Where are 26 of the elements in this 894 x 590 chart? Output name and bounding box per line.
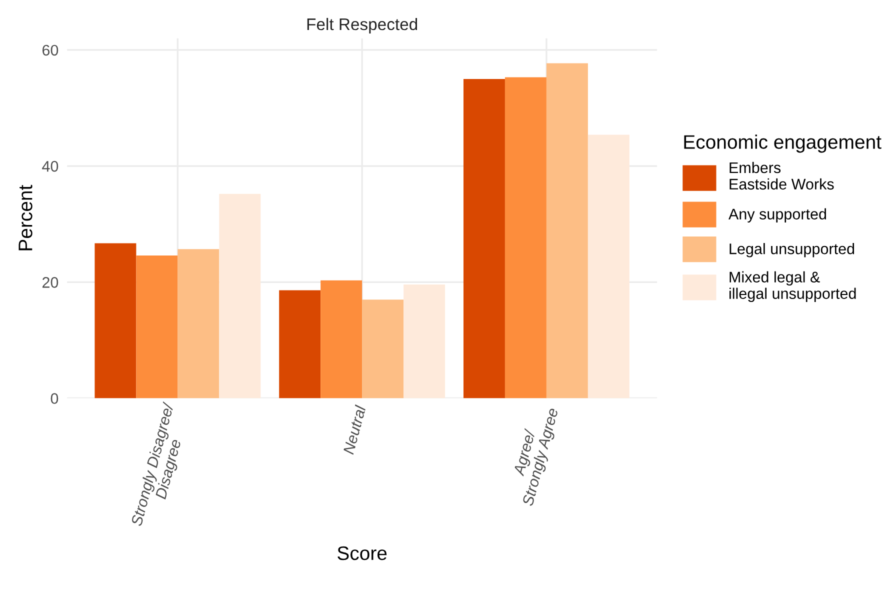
y-tick-label: 0 [50, 393, 58, 404]
y-axis-title: Percent [18, 184, 32, 250]
bar [504, 77, 546, 398]
legend-label: Legal unsupported [730, 243, 854, 258]
legend-label: Mixed legal & illegal unsupported [729, 271, 856, 302]
bar [219, 194, 261, 398]
bar [320, 280, 362, 398]
bar [279, 290, 321, 398]
legend-label: Embers Eastside Works [730, 162, 834, 190]
bar [94, 243, 136, 398]
bar [178, 249, 220, 398]
x-tick-label: Neutral [342, 404, 366, 455]
y-tick-label: 60 [42, 44, 58, 56]
x-tick-label: Agree/ Strongly Agree [512, 407, 562, 508]
legend-label: Any supported [728, 208, 826, 223]
legend-title: Economic engagement [684, 134, 882, 153]
x-axis-title: Score [338, 546, 387, 560]
bar [362, 300, 404, 398]
bar [588, 134, 630, 398]
y-tick-label: 20 [42, 277, 58, 288]
bar [136, 255, 178, 398]
chart-title: Felt Respected [307, 18, 418, 34]
bar [404, 284, 446, 398]
bar [463, 78, 505, 398]
bar [546, 63, 588, 398]
y-tick-label: 40 [42, 160, 58, 172]
